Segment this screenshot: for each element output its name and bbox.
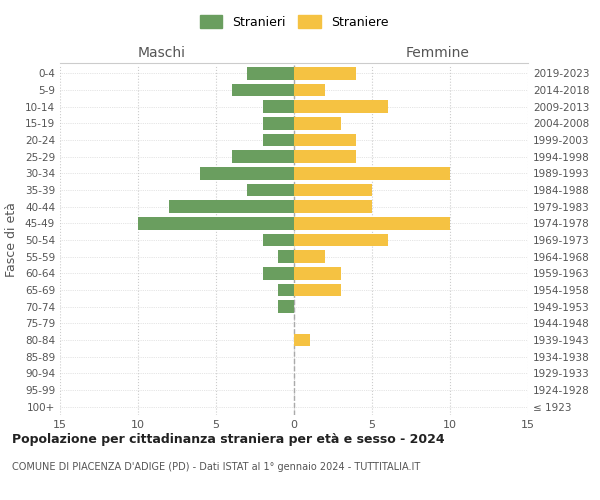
Bar bbox=[263, 100, 294, 113]
Bar bbox=[294, 150, 356, 163]
Text: COMUNE DI PIACENZA D'ADIGE (PD) - Dati ISTAT al 1° gennaio 2024 - TUTTITALIA.IT: COMUNE DI PIACENZA D'ADIGE (PD) - Dati I… bbox=[12, 462, 420, 472]
Y-axis label: Anni di nascita: Anni di nascita bbox=[596, 194, 600, 286]
Bar bbox=[294, 167, 450, 179]
Bar bbox=[247, 67, 294, 80]
Bar bbox=[263, 267, 294, 280]
Bar bbox=[294, 234, 388, 246]
Bar bbox=[294, 250, 325, 263]
Bar bbox=[138, 217, 294, 230]
Bar bbox=[263, 234, 294, 246]
Legend: Stranieri, Straniere: Stranieri, Straniere bbox=[196, 11, 392, 32]
Bar bbox=[232, 84, 294, 96]
Bar bbox=[294, 200, 372, 213]
Bar bbox=[294, 284, 341, 296]
Bar bbox=[247, 184, 294, 196]
Text: Maschi: Maschi bbox=[138, 46, 186, 60]
Y-axis label: Fasce di età: Fasce di età bbox=[5, 202, 18, 278]
Bar bbox=[294, 334, 310, 346]
Bar bbox=[294, 117, 341, 130]
Bar bbox=[200, 167, 294, 179]
Bar bbox=[294, 100, 388, 113]
Text: Popolazione per cittadinanza straniera per età e sesso - 2024: Popolazione per cittadinanza straniera p… bbox=[12, 432, 445, 446]
Bar bbox=[294, 267, 341, 280]
Bar bbox=[263, 134, 294, 146]
Text: Femmine: Femmine bbox=[406, 46, 470, 60]
Bar bbox=[294, 217, 450, 230]
Bar bbox=[294, 84, 325, 96]
Bar bbox=[278, 250, 294, 263]
Bar bbox=[294, 67, 356, 80]
Bar bbox=[278, 284, 294, 296]
Bar bbox=[232, 150, 294, 163]
Bar bbox=[294, 184, 372, 196]
Bar bbox=[294, 134, 356, 146]
Bar bbox=[169, 200, 294, 213]
Bar bbox=[263, 117, 294, 130]
Bar bbox=[278, 300, 294, 313]
